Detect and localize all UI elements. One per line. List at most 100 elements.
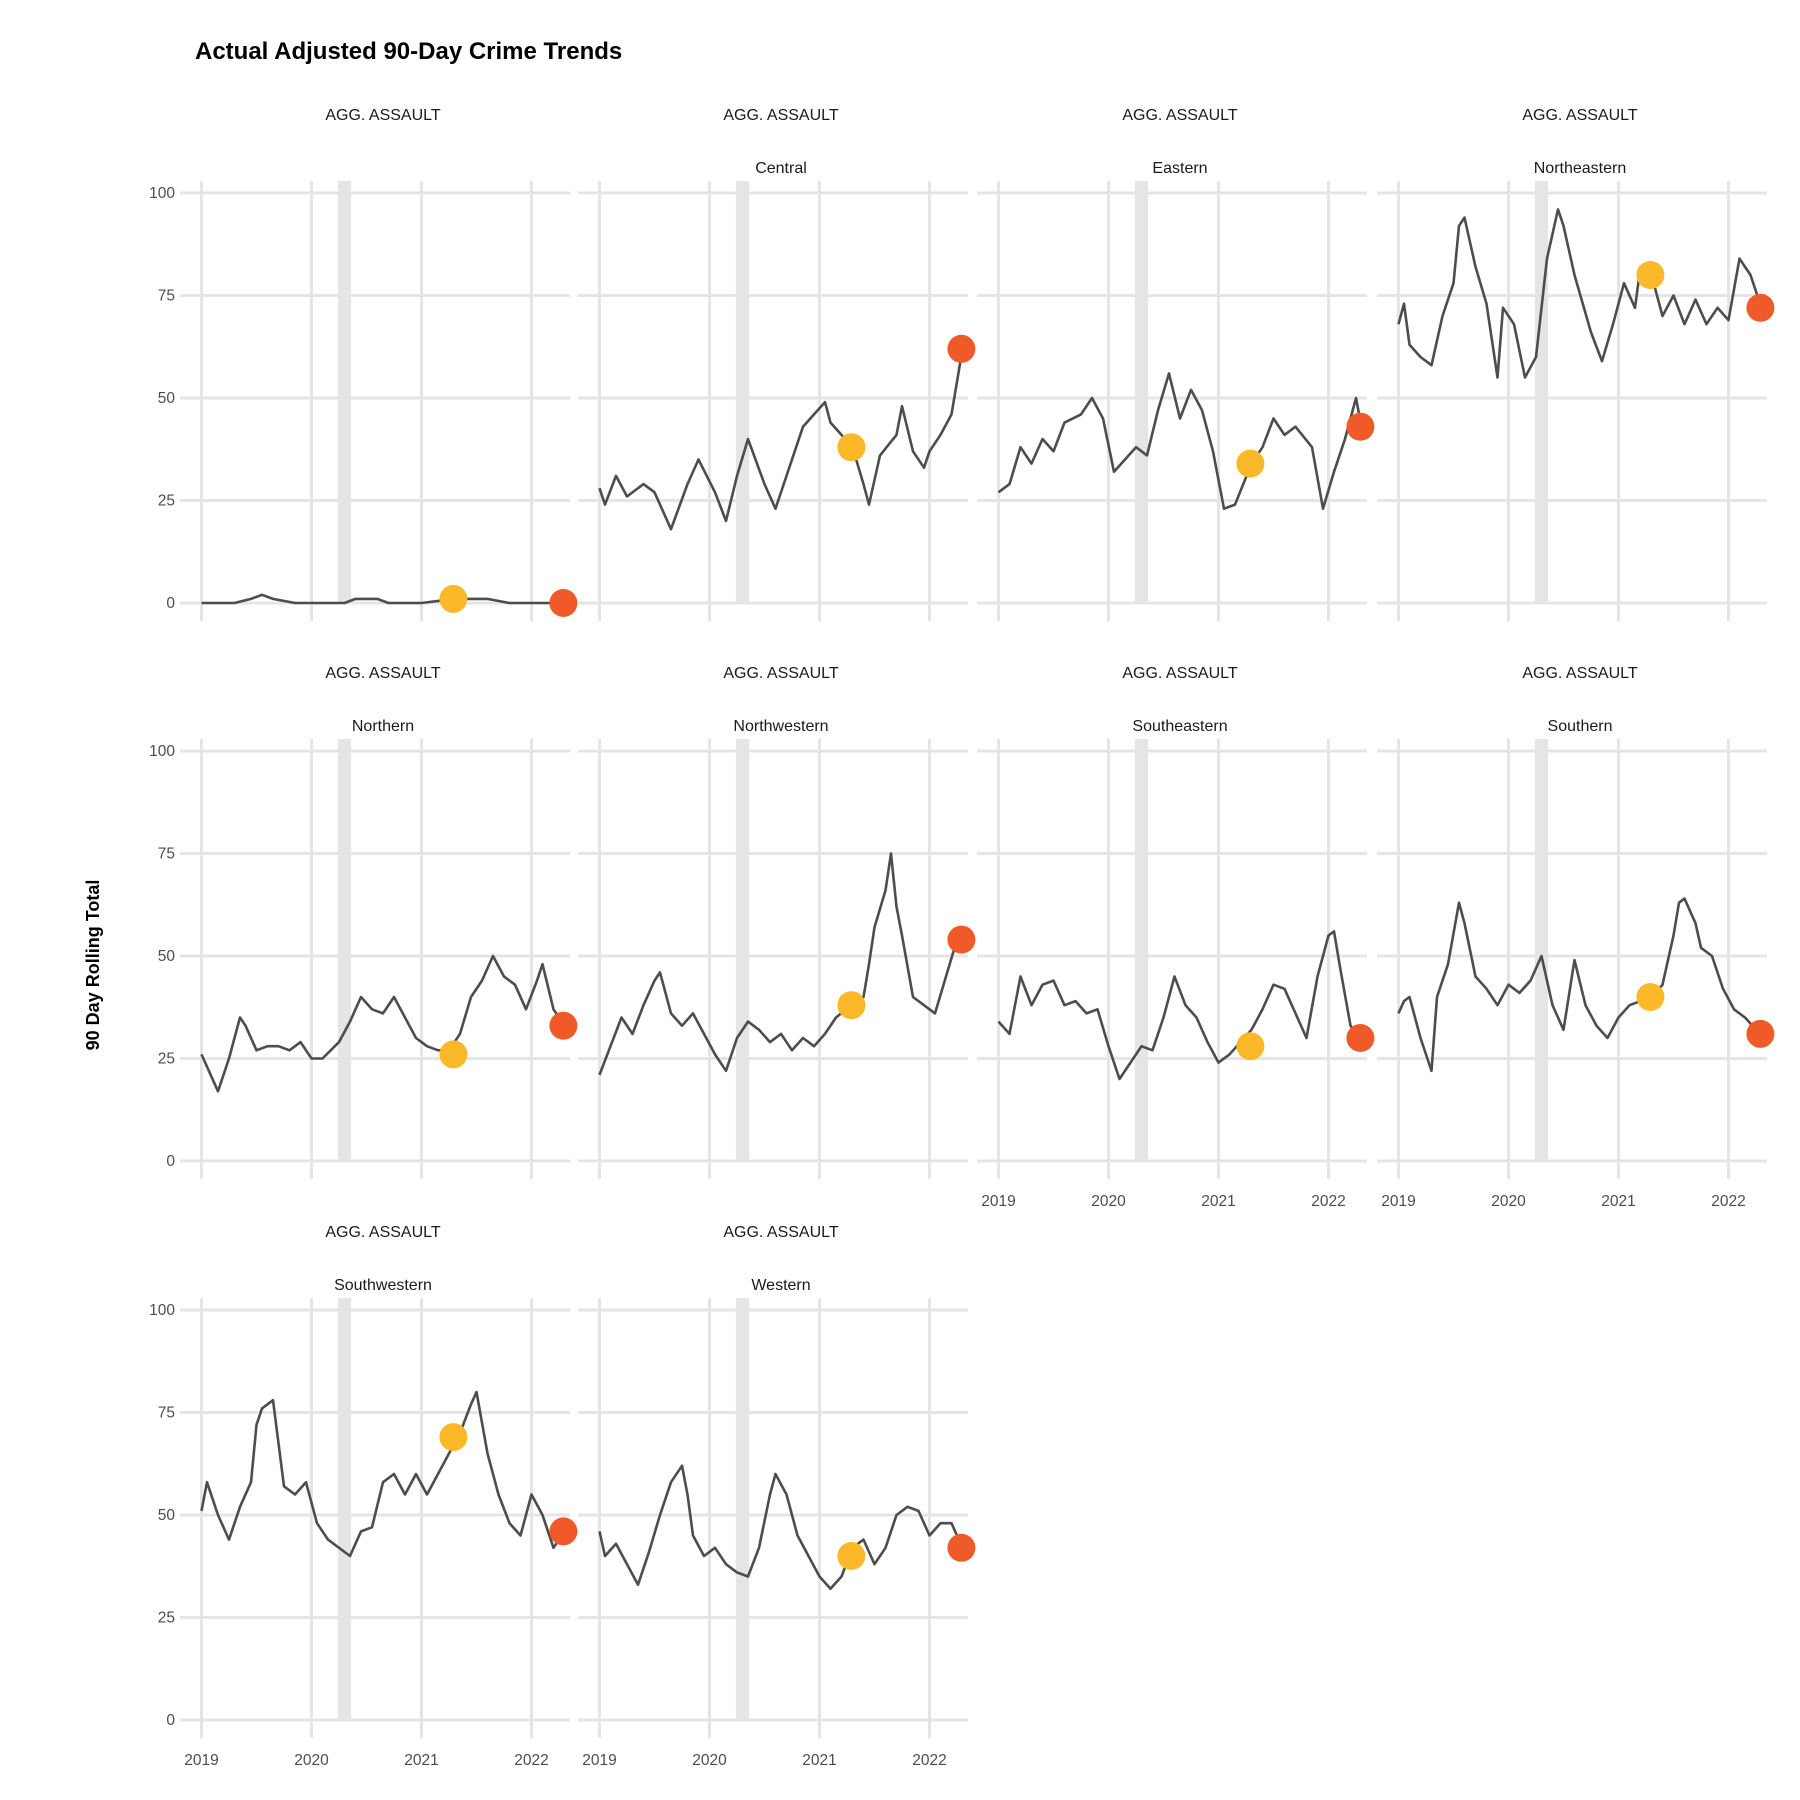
prior-year-marker <box>1636 983 1665 1011</box>
series-line <box>598 852 963 1076</box>
panel-southwestern: AGG. ASSAULT Southwestern 0 25 50 75 100 2019 20… <box>149 1224 578 1769</box>
panel-district-label: Northwestern <box>733 718 828 735</box>
current-marker <box>1346 1024 1375 1052</box>
x-tick-label: 2021 <box>1601 1193 1635 1210</box>
series-line <box>997 930 1363 1081</box>
y-tick-label: 50 <box>158 948 176 965</box>
panel-district-label: Western <box>751 1277 810 1294</box>
panel-central: AGG. ASSAULT Central <box>578 107 976 621</box>
series-line <box>1397 897 1763 1073</box>
panel-district-label: Southeastern <box>1132 718 1227 735</box>
series-line <box>201 593 565 605</box>
panel-northern: AGG. ASSAULT Northern 0 25 50 75 100 <box>149 665 578 1179</box>
panel-crime-label: AGG. ASSAULT <box>723 665 839 682</box>
panel-western: AGG. ASSAULT Western 2019 2020 2021 2022 <box>578 1224 976 1769</box>
x-tick-label: 2022 <box>912 1752 946 1769</box>
current-marker <box>1346 412 1375 441</box>
prior-year-marker <box>1636 261 1665 289</box>
y-tick-label: 50 <box>158 1507 176 1524</box>
panel-crime-label: AGG. ASSAULT <box>325 665 441 682</box>
panel-crime-label: AGG. ASSAULT <box>723 107 839 124</box>
shaded-band <box>1134 181 1149 603</box>
x-tick-label: 2022 <box>514 1752 548 1769</box>
y-tick-label: 0 <box>166 1153 175 1170</box>
y-tick-label: 50 <box>158 390 176 407</box>
prior-year-marker <box>1236 1032 1265 1061</box>
x-tick-label: 2020 <box>1491 1193 1526 1210</box>
shaded-band <box>1534 181 1549 603</box>
panel-northwestern: AGG. ASSAULT Northwestern <box>578 665 976 1179</box>
series-line <box>200 954 566 1093</box>
series-line <box>997 372 1363 511</box>
y-tick-label: 75 <box>158 1405 175 1422</box>
y-tick-label: 100 <box>149 1302 175 1319</box>
y-tick-label: 0 <box>166 1712 175 1729</box>
y-tick-label: 0 <box>166 595 175 612</box>
x-tick-label: 2022 <box>1711 1193 1745 1210</box>
shaded-band <box>337 739 352 1161</box>
y-tick-label: 25 <box>158 493 175 510</box>
prior-year-marker <box>439 1423 468 1452</box>
current-marker <box>1746 293 1775 322</box>
panel-crime-label: AGG. ASSAULT <box>1122 107 1238 124</box>
y-axis-label: 90 Day Rolling Total <box>83 880 103 1051</box>
panel-crime-label: AGG. ASSAULT <box>723 1224 839 1241</box>
x-tick-label: 2020 <box>692 1752 727 1769</box>
current-marker <box>947 1533 976 1562</box>
prior-year-marker <box>439 584 468 613</box>
series-line <box>598 348 964 531</box>
current-marker <box>947 925 976 954</box>
x-tick-label: 2021 <box>1201 1193 1235 1210</box>
y-tick-label: 100 <box>149 743 175 760</box>
x-tick-label: 2019 <box>1381 1193 1415 1210</box>
panel-district-label: Central <box>755 160 807 177</box>
series-line <box>598 1464 964 1591</box>
x-tick-label: 2019 <box>981 1193 1015 1210</box>
series-line <box>200 1390 566 1558</box>
prior-year-marker <box>1236 449 1265 478</box>
chart-title: Actual Adjusted 90-Day Crime Trends <box>195 38 622 65</box>
panel-district-label: Southwestern <box>334 1277 432 1294</box>
panels-group: AGG. ASSAULT 0 25 50 75 100 AGG. ASSAULT Centra… <box>149 107 1775 1769</box>
x-tick-label: 2019 <box>184 1752 218 1769</box>
panel-crime-label: AGG. ASSAULT <box>1122 665 1238 682</box>
panel-district-label: Northeastern <box>1534 160 1627 177</box>
panel-district-label: Northern <box>352 718 414 735</box>
shaded-band <box>735 739 750 1161</box>
current-marker <box>549 1011 578 1040</box>
panel-northeastern: AGG. ASSAULT Northeastern <box>1377 107 1775 621</box>
panel-district-label: Southern <box>1548 718 1613 735</box>
y-tick-label: 100 <box>149 185 175 202</box>
shaded-band <box>337 1298 352 1720</box>
panel-southeastern: AGG. ASSAULT Southeastern 2019 2020 2021 2022 <box>977 665 1375 1210</box>
series-line <box>1397 208 1763 379</box>
y-tick-label: 25 <box>158 1051 175 1068</box>
x-tick-label: 2021 <box>404 1752 438 1769</box>
panel-unassigned: AGG. ASSAULT 0 25 50 75 100 <box>149 107 578 621</box>
panel-eastern: AGG. ASSAULT Eastern <box>977 107 1375 621</box>
current-marker <box>947 334 976 363</box>
shaded-band <box>735 181 750 603</box>
panel-crime-label: AGG. ASSAULT <box>1522 665 1638 682</box>
panel-crime-label: AGG. ASSAULT <box>1522 107 1638 124</box>
panel-district-label: Eastern <box>1152 160 1207 177</box>
x-tick-label: 2020 <box>294 1752 329 1769</box>
x-tick-label: 2022 <box>1311 1193 1345 1210</box>
shaded-band <box>337 181 352 603</box>
panel-crime-label: AGG. ASSAULT <box>325 107 441 124</box>
current-marker <box>549 589 578 617</box>
panel-southern: AGG. ASSAULT Southern 2019 2020 2021 2022 <box>1377 665 1775 1210</box>
y-tick-label: 25 <box>158 1610 175 1627</box>
x-tick-label: 2021 <box>802 1752 836 1769</box>
x-tick-label: 2020 <box>1091 1193 1126 1210</box>
current-marker <box>549 1517 578 1546</box>
y-tick-label: 75 <box>158 846 175 863</box>
prior-year-marker <box>439 1040 468 1069</box>
current-marker <box>1746 1019 1775 1048</box>
shaded-band <box>735 1298 750 1720</box>
prior-year-marker <box>837 991 866 1020</box>
shaded-band <box>1134 739 1149 1161</box>
prior-year-marker <box>837 433 866 462</box>
prior-year-marker <box>837 1542 866 1570</box>
